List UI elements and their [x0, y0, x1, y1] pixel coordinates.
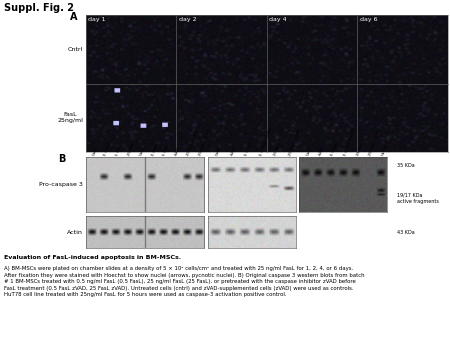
Text: 25 FasL: 25 FasL	[356, 142, 364, 156]
Text: day 2: day 2	[179, 17, 196, 22]
Text: 0.5 FasL: 0.5 FasL	[104, 140, 112, 156]
Text: day 1: day 1	[88, 17, 106, 22]
Text: 0.5 FasL: 0.5 FasL	[244, 140, 253, 156]
Text: 25 FasL+ zVAD: 25 FasL+ zVAD	[198, 128, 211, 156]
Text: HuT78: HuT78	[381, 143, 389, 156]
Text: Cntrl: Cntrl	[139, 146, 146, 156]
Text: day 6: day 6	[360, 17, 378, 22]
Text: 25 FasL: 25 FasL	[127, 142, 135, 156]
Text: Cntrl: Cntrl	[68, 47, 83, 52]
Text: Pro-caspase 3: Pro-caspase 3	[40, 182, 83, 187]
Text: 25 FasL+ cntrl: 25 FasL+ cntrl	[186, 129, 199, 156]
Text: A) BM-MSCs were plated on chamber slides at a density of 5 × 10² cells/cm² and t: A) BM-MSCs were plated on chamber slides…	[4, 266, 365, 297]
Text: 19/17 KDa
active fragments: 19/17 KDa active fragments	[397, 192, 439, 204]
Text: Cntrl: Cntrl	[306, 146, 312, 156]
Text: A: A	[70, 12, 77, 22]
Text: 25 FasL: 25 FasL	[274, 142, 282, 156]
Text: 25 FasL +zVAD: 25 FasL +zVAD	[368, 128, 382, 156]
Text: 5 FasL: 5 FasL	[115, 144, 123, 156]
Text: 0.5 FasL: 0.5 FasL	[331, 140, 340, 156]
Text: zVAD: zVAD	[318, 145, 325, 156]
Text: 5 FasL: 5 FasL	[162, 144, 171, 156]
Text: Evaluation of FasL-induced apoptosis in BM-MSCs.: Evaluation of FasL-induced apoptosis in …	[4, 255, 182, 260]
Text: day 4: day 4	[270, 17, 287, 22]
Text: zVAD: zVAD	[230, 145, 237, 156]
Text: 0.5 FasL +zVAD: 0.5 FasL +zVAD	[343, 127, 357, 156]
Text: Actin: Actin	[68, 230, 83, 235]
Text: 25 FasL+ zVAD: 25 FasL+ zVAD	[288, 128, 302, 156]
Text: Suppl. Fig. 2: Suppl. Fig. 2	[4, 3, 75, 14]
Text: 0.5 Fas: 0.5 Fas	[151, 142, 159, 156]
Text: Cntrl: Cntrl	[215, 146, 222, 156]
Text: 35 KDa: 35 KDa	[397, 164, 415, 168]
Text: Cntrl: Cntrl	[91, 146, 99, 156]
Text: 0.5 FasL+ zVAD: 0.5 FasL+ zVAD	[259, 127, 273, 156]
Text: 43 KDa: 43 KDa	[397, 230, 415, 235]
Text: FasL
25ng/ml: FasL 25ng/ml	[58, 113, 83, 123]
Text: B: B	[58, 154, 66, 164]
Text: zVAD: zVAD	[175, 145, 182, 156]
